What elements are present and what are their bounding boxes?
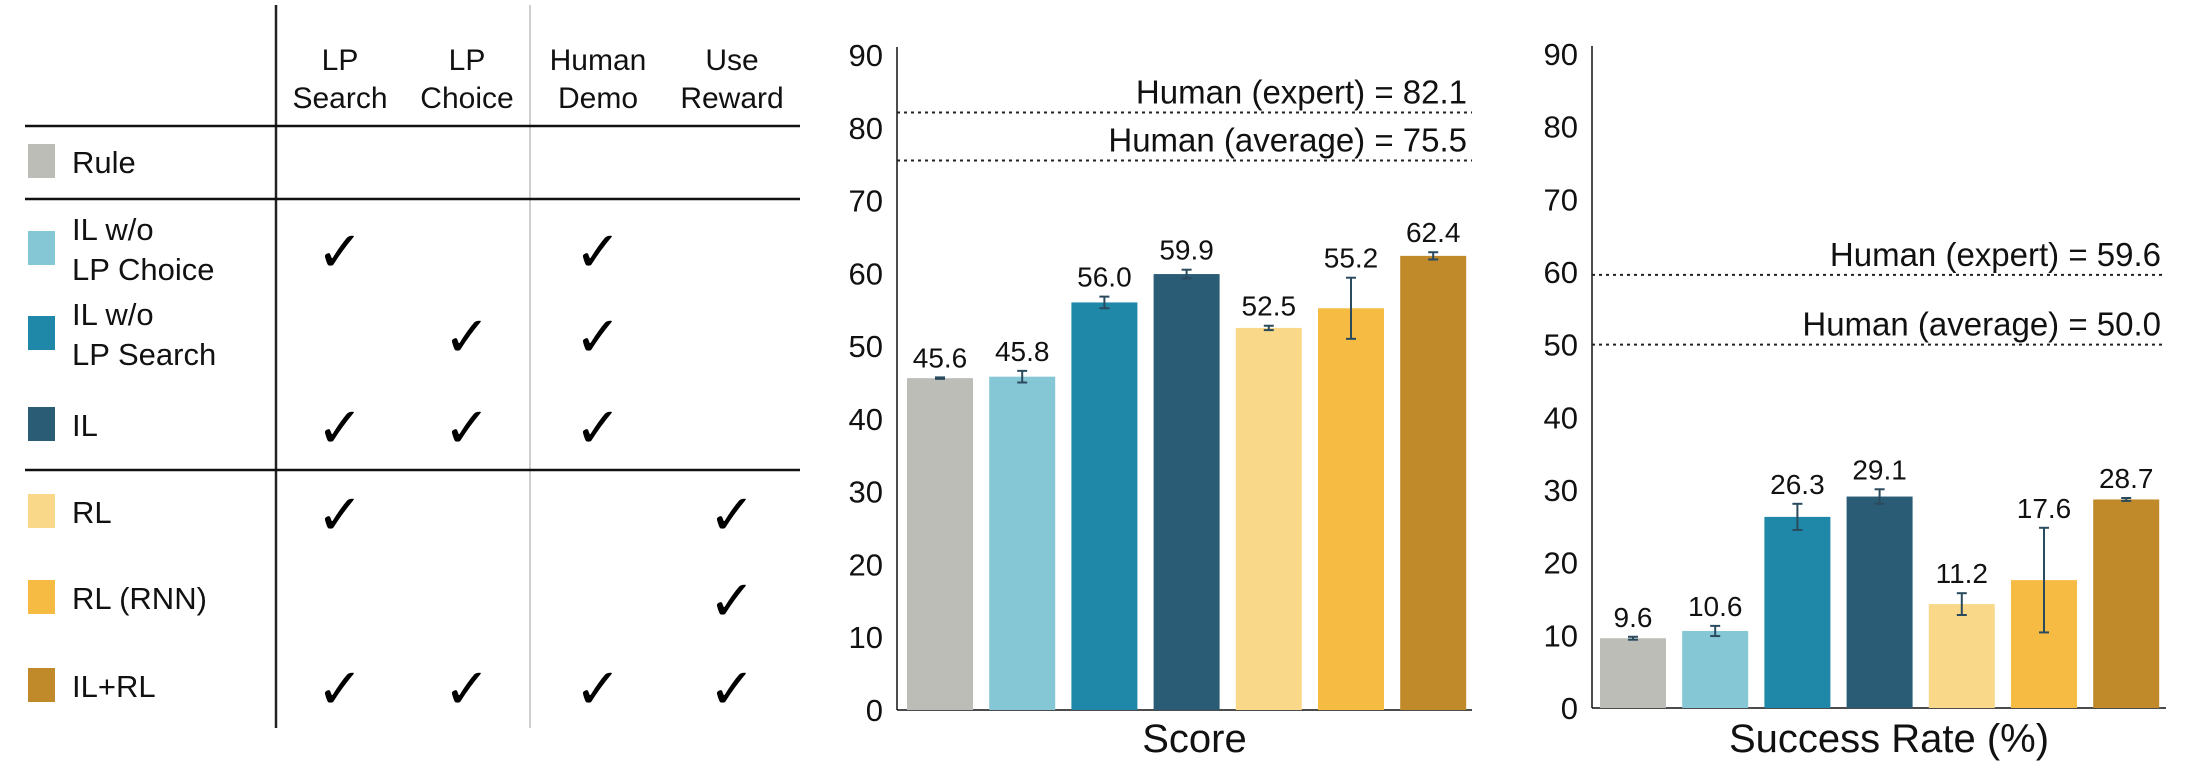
checkmark-icon: ✓ xyxy=(709,569,756,634)
reference-line-label: Human (expert) = 82.1 xyxy=(1136,73,1467,110)
y-tick-label: 40 xyxy=(1544,400,1578,435)
legend-swatch xyxy=(28,668,55,702)
reference-line-label: Human (average) = 50.0 xyxy=(1802,306,2161,343)
y-tick-label: 20 xyxy=(1544,546,1578,581)
table-column-header: Choice xyxy=(420,82,513,115)
table-row-label: LP Choice xyxy=(72,252,214,287)
bar xyxy=(1235,327,1302,710)
y-tick-label: 80 xyxy=(849,111,883,146)
checkmark-icon: ✓ xyxy=(444,305,491,370)
checkmark-icon: ✓ xyxy=(444,396,491,461)
bar xyxy=(1400,255,1467,710)
bar xyxy=(1318,308,1384,710)
checkmark-icon: ✓ xyxy=(575,657,622,722)
success-rate-chart: 0 10 20 30 40 50 60 70 80 90 Human (expert) = 59.6… xyxy=(1544,37,2166,761)
y-tick-label: 70 xyxy=(1544,182,1578,217)
bar-value-label: 28.7 xyxy=(2099,463,2154,494)
y-tick-label: 70 xyxy=(849,184,883,219)
bar-value-label: 10.6 xyxy=(1688,591,1743,622)
bar xyxy=(1071,302,1138,710)
legend-swatch xyxy=(28,494,55,528)
bar-value-label: 45.8 xyxy=(995,336,1050,367)
checkmark-icon: ✓ xyxy=(575,305,622,370)
y-tick-label: 0 xyxy=(866,693,883,728)
y-tick-label: 10 xyxy=(1544,618,1578,653)
table-row-label: LP Search xyxy=(72,337,216,372)
bar-value-label: 26.3 xyxy=(1770,469,1825,500)
table-column-header: Search xyxy=(292,82,387,115)
y-tick-label: 60 xyxy=(1544,255,1578,290)
reference-line-label: Human (expert) = 59.6 xyxy=(1830,236,2161,273)
bar xyxy=(1682,630,1749,708)
y-tick-label: 90 xyxy=(1544,37,1578,72)
bar-value-label: 11.2 xyxy=(1936,558,1988,589)
table-row-label: IL+RL xyxy=(72,669,156,704)
table-column-header: Use xyxy=(705,44,758,77)
table-row-label: IL w/o xyxy=(72,297,154,332)
bar-value-label: 17.6 xyxy=(2017,493,2072,524)
bar-value-label: 59.9 xyxy=(1159,235,1214,266)
y-tick-label: 40 xyxy=(849,402,883,437)
checkmark-icon: ✓ xyxy=(709,657,756,722)
reference-line-label: Human (average) = 75.5 xyxy=(1108,122,1467,159)
y-tick-label: 50 xyxy=(849,329,883,364)
table-row-label: Rule xyxy=(72,145,136,180)
legend-swatch xyxy=(28,580,55,614)
table-row-label: IL w/o xyxy=(72,212,154,247)
legend-swatch xyxy=(28,316,55,350)
table-column-header: LP xyxy=(322,44,359,77)
y-tick-label: 0 xyxy=(1561,691,1578,726)
bar xyxy=(1153,274,1220,710)
y-tick-label: 30 xyxy=(849,475,883,510)
x-axis-title: Success Rate (%) xyxy=(1729,717,2049,761)
bar-value-label: 9.6 xyxy=(1614,602,1653,633)
x-axis-title: Score xyxy=(1142,717,1247,761)
legend-swatch xyxy=(28,407,55,441)
bar xyxy=(1928,604,1995,708)
checkmark-icon: ✓ xyxy=(317,483,364,548)
y-tick-label: 20 xyxy=(849,547,883,582)
checkmark-icon: ✓ xyxy=(317,396,364,461)
bar-value-label: 45.6 xyxy=(913,342,968,373)
bar xyxy=(1600,638,1666,708)
table-row-label: IL xyxy=(72,408,98,443)
y-tick-label: 10 xyxy=(849,620,883,655)
score-chart: 0 10 20 30 40 50 60 70 80 90 Human (expert) = 82.1… xyxy=(849,38,1472,761)
bar-value-label: 52.5 xyxy=(1242,291,1297,322)
y-tick-label: 30 xyxy=(1544,473,1578,508)
checkmark-icon: ✓ xyxy=(575,220,622,285)
legend-swatch xyxy=(28,231,55,265)
bar xyxy=(1846,496,1913,708)
bar-value-label: 29.1 xyxy=(1852,454,1907,485)
table-column-header: Human xyxy=(550,44,647,77)
y-tick-label: 60 xyxy=(849,256,883,291)
table-column-header: Demo xyxy=(558,82,638,115)
checkmark-icon: ✓ xyxy=(317,220,364,285)
table-row-label: RL xyxy=(72,495,112,530)
legend-swatch xyxy=(28,144,55,178)
checkmark-icon: ✓ xyxy=(444,657,491,722)
checkmark-icon: ✓ xyxy=(317,657,364,722)
bar xyxy=(1764,516,1831,708)
checkmark-icon: ✓ xyxy=(709,483,756,548)
method-comparison-table: LP Search LP Choice Human Demo Use Reward Rule IL… xyxy=(25,5,800,728)
bar xyxy=(989,376,1056,710)
bar-value-label: 62.4 xyxy=(1406,217,1461,248)
table-column-header: Reward xyxy=(680,82,783,115)
y-tick-label: 90 xyxy=(849,38,883,73)
y-tick-label: 50 xyxy=(1544,328,1578,363)
bar-value-label: 56.0 xyxy=(1077,262,1132,293)
y-tick-label: 80 xyxy=(1544,110,1578,145)
table-column-header: LP xyxy=(449,44,486,77)
table-row-label: RL (RNN) xyxy=(72,581,207,616)
bar xyxy=(2093,499,2160,708)
bar-value-label: 55.2 xyxy=(1324,243,1379,274)
checkmark-icon: ✓ xyxy=(575,396,622,461)
bar xyxy=(907,378,973,710)
